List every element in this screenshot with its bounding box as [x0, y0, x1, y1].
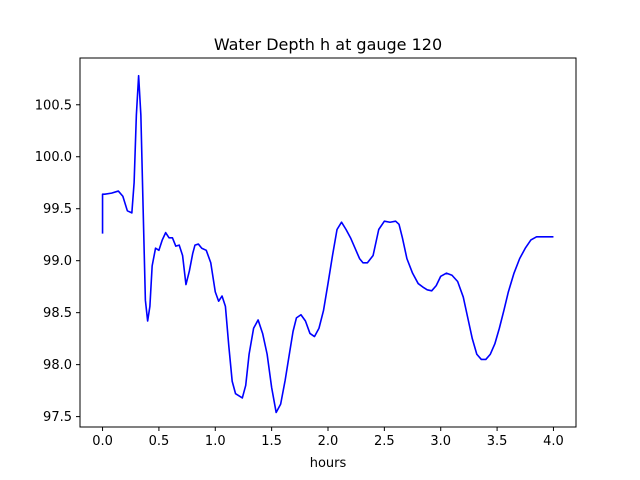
y-tick-label: 100.0: [35, 150, 72, 165]
x-tick-label: 3.0: [430, 434, 451, 449]
y-tick-label: 100.5: [35, 98, 72, 113]
x-tick-label: 0.0: [92, 434, 113, 449]
y-tick-label: 99.5: [43, 202, 72, 217]
plot-area: 0.0 0.5 1.0 1.5 2.0 2.5 3.0 3.5 4.0 97.5 98.0 98.5 9…: [35, 57, 577, 449]
data-series-line: [101, 74, 554, 414]
chart-title: Water Depth h at gauge 120: [214, 35, 442, 54]
y-tick-label: 98.5: [43, 306, 72, 321]
y-tick-label: 98.0: [43, 358, 72, 373]
x-tick-label: 2.5: [374, 434, 395, 449]
x-tick-label: 3.5: [487, 434, 508, 449]
x-tick-label: 4.0: [543, 434, 564, 449]
y-tick-label: 97.5: [43, 410, 72, 425]
y-tick-label: 99.0: [43, 254, 72, 269]
x-tick-label: 1.0: [205, 434, 226, 449]
x-tick-label: 1.5: [261, 434, 282, 449]
x-axis-label: hours: [310, 456, 347, 471]
x-tick-label: 0.5: [149, 434, 170, 449]
x-tick-label: 2.0: [318, 434, 339, 449]
